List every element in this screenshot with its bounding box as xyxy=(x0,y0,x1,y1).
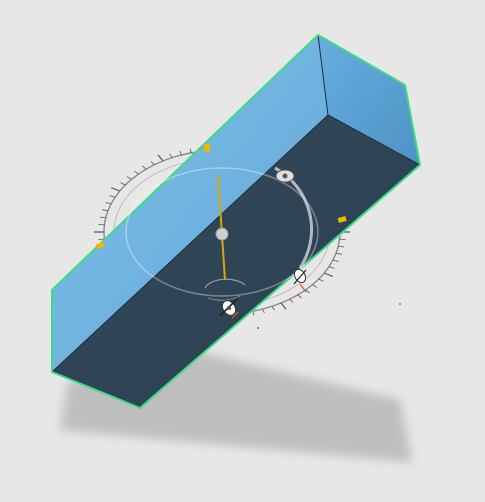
dial-tick xyxy=(289,298,294,303)
move-handle-icon[interactable] xyxy=(292,267,308,293)
dial-tick xyxy=(323,272,334,278)
dial-tick xyxy=(105,202,112,205)
dial-tick xyxy=(109,195,116,198)
selection-outline xyxy=(51,33,422,410)
box-end-face[interactable] xyxy=(318,35,420,165)
dial-tick xyxy=(102,209,109,212)
dial-tick xyxy=(126,176,132,180)
box-top-face[interactable] xyxy=(52,35,328,372)
dial-tick xyxy=(120,182,126,186)
axis-marker-top[interactable] xyxy=(203,143,211,153)
dial-tick xyxy=(150,161,155,166)
dial-tick xyxy=(252,311,255,316)
dial-tick xyxy=(134,170,139,175)
dial-tick xyxy=(297,294,302,299)
dial-tick xyxy=(157,154,164,162)
decorative-dot xyxy=(257,327,259,329)
dial-tick xyxy=(338,245,345,248)
dial-tick xyxy=(262,308,265,314)
dial-tick xyxy=(280,302,287,310)
dial-tick xyxy=(99,216,106,219)
dial-tick xyxy=(189,148,192,153)
dial-tick xyxy=(305,289,310,294)
dial-tick xyxy=(318,278,324,282)
dial-tick xyxy=(335,252,342,255)
dial-tick xyxy=(312,284,318,288)
axis-marker-left[interactable] xyxy=(95,241,105,250)
box-edges xyxy=(51,34,421,373)
dial-tick xyxy=(169,153,173,158)
scale-handle-icon[interactable] xyxy=(219,297,239,319)
dial-tick xyxy=(110,186,121,192)
dial-tick xyxy=(179,150,182,156)
dial-needle xyxy=(217,174,226,281)
dial-tick xyxy=(142,165,147,170)
rotate-handle-icon[interactable] xyxy=(275,169,295,183)
decorative-dot xyxy=(399,303,401,305)
dial-tick xyxy=(271,306,275,311)
dial-center-pivot[interactable] xyxy=(215,227,229,241)
dial-tick xyxy=(332,259,339,262)
axis-marker-right[interactable] xyxy=(337,216,347,223)
dial-tick xyxy=(328,266,335,269)
box-front-face[interactable] xyxy=(52,115,420,408)
